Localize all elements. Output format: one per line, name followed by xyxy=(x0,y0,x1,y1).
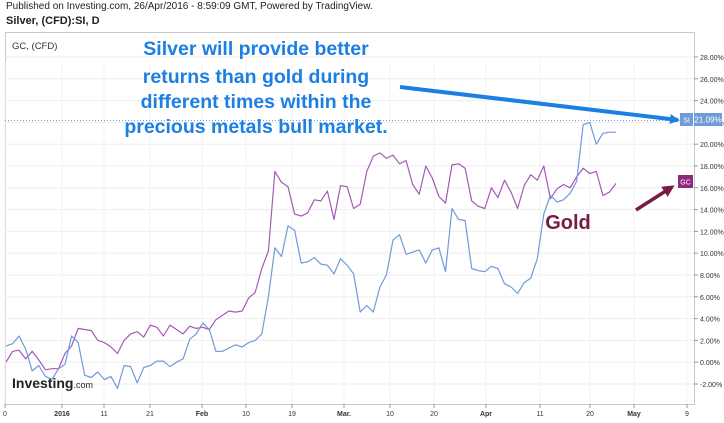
chart-frame: 28.00%26.00%24.00%22.00%20.00%18.00%16.0… xyxy=(3,32,724,418)
si-badge-label: SI xyxy=(683,118,690,125)
y-tick-label: 16.00% xyxy=(700,186,724,193)
x-tick-label: 10 xyxy=(242,411,250,418)
y-tick-label: 26.00% xyxy=(700,77,724,84)
x-tick-label: Feb xyxy=(196,411,208,418)
silver-arrow xyxy=(399,85,680,125)
x-tick-label: 0 xyxy=(3,411,7,418)
x-tick-label: Apr xyxy=(480,411,492,418)
series-layer xyxy=(5,121,617,389)
x-tick-label: 20 xyxy=(586,411,594,418)
y-tick-label: 10.00% xyxy=(700,251,724,258)
y-tick-label: 18.00% xyxy=(700,164,724,171)
gold-arrow xyxy=(635,185,675,212)
y-tick-label: 4.00% xyxy=(700,317,720,324)
grid xyxy=(4,56,694,404)
x-tick-label: 2016 xyxy=(54,411,70,418)
gold-note: Gold xyxy=(545,212,591,234)
y-tick-label: 0.00% xyxy=(700,360,720,367)
y-tick-label: 2.00% xyxy=(700,338,720,345)
y-tick-label: 20.00% xyxy=(700,142,724,149)
x-tick-label: 11 xyxy=(536,411,543,418)
compare-label: GC, (CFD) xyxy=(12,41,57,52)
gc-badge-label: GC xyxy=(680,180,691,187)
y-tick-label: 6.00% xyxy=(700,295,720,302)
x-tick-label: 21 xyxy=(146,411,154,418)
plot-border xyxy=(5,32,695,405)
silver-note-line-4: precious metals bull market. xyxy=(124,116,387,138)
x-axis: 0 2016 11 21 Feb 10 19 Mar. 10 20 Apr 11 20 May 9 xyxy=(3,404,689,418)
silver-note-line-1: Silver will provide better xyxy=(143,38,369,60)
x-tick-label: 19 xyxy=(288,411,296,418)
y-tick-label: 8.00% xyxy=(700,273,720,280)
y-tick-label: 12.00% xyxy=(700,229,724,236)
y-axis: 28.00%26.00%24.00%22.00%20.00%18.00%16.0… xyxy=(694,55,724,389)
si-badge: SI 21.09% xyxy=(680,113,722,126)
watermark-text: Investing.com xyxy=(12,375,93,391)
silver-note-line-2: returns than gold during xyxy=(143,66,369,88)
silver-note-line-3: different times within the xyxy=(141,91,372,113)
gc-badge: GC xyxy=(678,175,693,188)
series-line-si xyxy=(5,121,616,389)
y-tick-label: 24.00% xyxy=(700,99,724,106)
x-tick-label: May xyxy=(627,411,641,418)
symbol-title: Silver, (CFD):SI, D xyxy=(6,15,100,27)
y-tick-label: 28.00% xyxy=(700,55,724,62)
x-tick-label: 20 xyxy=(430,411,438,418)
series-line-gc xyxy=(5,152,617,371)
x-tick-label: 11 xyxy=(100,411,107,418)
x-tick-label: Mar. xyxy=(337,411,351,418)
si-last-value: 21.09% xyxy=(694,116,721,125)
x-tick-label: 10 xyxy=(386,411,394,418)
y-tick-label: -2.00% xyxy=(700,382,722,389)
y-tick-label: 14.00% xyxy=(700,208,724,215)
investing-watermark: Investing.com xyxy=(12,375,93,391)
silver-annotation: Silver will provide better returns than … xyxy=(124,38,387,138)
x-tick-label: 9 xyxy=(685,411,689,418)
published-info: Published on Investing.com, 26/Apr/2016 … xyxy=(6,1,373,12)
